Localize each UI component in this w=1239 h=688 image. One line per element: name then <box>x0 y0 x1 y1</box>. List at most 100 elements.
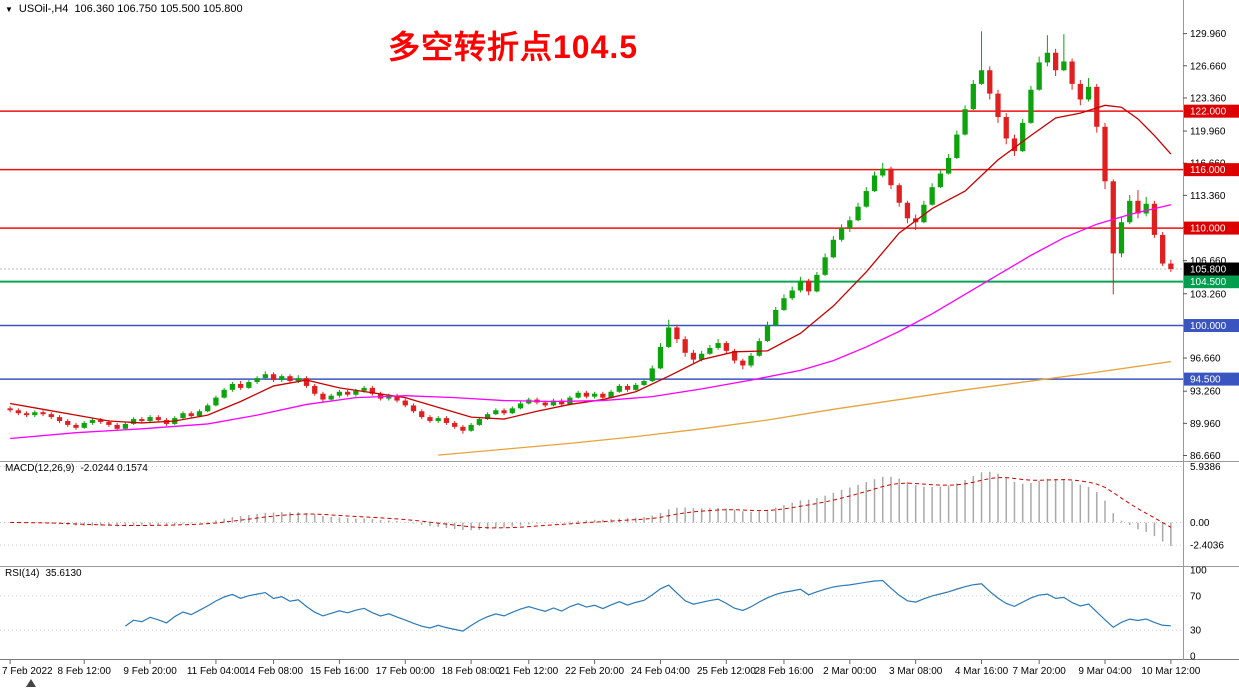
candle-body <box>1143 203 1149 214</box>
candle-body <box>7 408 13 411</box>
candle-body <box>476 419 482 425</box>
candle-body <box>987 70 993 94</box>
candle-body <box>674 327 680 340</box>
candle-body <box>1069 61 1075 84</box>
level-122.000-badge <box>1184 104 1239 118</box>
candle-body <box>1052 52 1059 71</box>
candle-body <box>559 400 565 405</box>
candle-body <box>517 403 524 409</box>
candle-body <box>583 392 590 397</box>
candle-body <box>723 343 729 351</box>
candle-body <box>608 391 614 398</box>
candle-body <box>797 280 804 291</box>
macd-name: MACD(12,26,9) <box>5 463 75 474</box>
candle-body <box>690 352 697 360</box>
candle-body <box>345 391 351 395</box>
candle-body <box>65 421 71 425</box>
candle-body <box>443 418 450 423</box>
price-tick-label: 93.260 <box>1190 387 1221 398</box>
price-tick-label: 86.660 <box>1190 451 1221 462</box>
level-100.000-badge-label: 100.000 <box>1190 321 1227 332</box>
candle-body <box>427 417 433 422</box>
price-tick-label: 113.360 <box>1190 191 1226 202</box>
candle-body <box>139 419 145 422</box>
candle-body <box>888 168 894 186</box>
candle-body <box>180 413 186 419</box>
rsi-panel-label: RSI(14) 35.6130 <box>5 568 82 579</box>
candle-body <box>822 257 828 275</box>
candle-body <box>666 327 672 347</box>
candle-body <box>114 424 120 429</box>
candle-body <box>699 353 705 360</box>
rsi-axis-label: 70 <box>1190 591 1202 602</box>
candle-body <box>130 419 137 424</box>
annotation-text[interactable]: 多空转折点104.5 <box>388 29 639 65</box>
candle-body <box>847 220 853 229</box>
macd-histogram <box>17 471 1172 546</box>
candle-body <box>122 423 129 429</box>
candle-body <box>1085 86 1092 100</box>
time-label: 8 Feb 12:00 <box>58 666 112 677</box>
candle-body <box>830 239 836 258</box>
time-label: 4 Mar 16:00 <box>955 666 1009 677</box>
candle-body <box>353 390 359 395</box>
candle-body <box>509 408 515 414</box>
candle-body <box>205 405 211 412</box>
candle-body <box>978 70 985 84</box>
candle-body <box>56 417 63 422</box>
candle-body <box>995 93 1001 118</box>
collapse-indicator-icon[interactable]: ▼ <box>5 4 13 14</box>
candle-body <box>229 383 236 390</box>
candle-body <box>394 395 400 401</box>
candle-body <box>312 385 318 394</box>
candle-body <box>402 400 408 406</box>
candle-body <box>188 413 194 417</box>
candle-body <box>1110 181 1116 254</box>
candle-body <box>633 384 639 390</box>
price-tick-label: 89.960 <box>1190 419 1221 430</box>
price-tick-label: 106.660 <box>1190 256 1227 267</box>
candle-body <box>1094 86 1100 127</box>
candle-body <box>270 374 277 381</box>
candle-body <box>591 393 598 397</box>
candle-body <box>23 413 30 416</box>
candle-body <box>73 424 79 428</box>
candle-body <box>806 280 812 292</box>
candle-body <box>616 385 622 392</box>
candle-body <box>962 109 968 135</box>
candle-body <box>1061 61 1067 71</box>
price-tick-label: 129.960 <box>1190 29 1227 40</box>
rsi-line <box>125 579 1171 632</box>
ma-line-fast-red <box>10 104 1172 424</box>
level-110.000-badge <box>1184 221 1239 235</box>
time-label: 14 Feb 08:00 <box>244 666 303 677</box>
level-104.500-badge-label: 104.500 <box>1190 277 1227 288</box>
candle-body <box>624 385 631 390</box>
candle-body <box>904 202 911 219</box>
macd-axis-label: -2.4036 <box>1190 541 1224 552</box>
current-price-badge <box>1184 262 1239 276</box>
level-94.500-badge <box>1184 372 1239 386</box>
level-100.000-badge <box>1184 319 1239 333</box>
candle-body <box>781 298 787 310</box>
candle-body <box>789 290 795 299</box>
candle-body <box>213 397 219 406</box>
rsi-axis-label: 30 <box>1190 626 1202 637</box>
candle-body <box>1168 263 1174 270</box>
candle-body <box>501 410 507 414</box>
time-label: 21 Feb 12:00 <box>499 666 558 677</box>
ma-line-mid-magenta <box>10 204 1172 440</box>
candle-body <box>1077 83 1083 100</box>
macd-panel-label: MACD(12,26,9) -2.0244 0.1574 <box>5 463 148 474</box>
time-label: 24 Feb 04:00 <box>631 666 690 677</box>
price-tick-label: 123.360 <box>1190 93 1227 104</box>
candle-body <box>855 206 861 221</box>
macd-axis-label: 5.9386 <box>1190 462 1221 473</box>
candle-body <box>460 426 466 431</box>
candle-body <box>196 411 203 417</box>
level-116.000-badge-label: 116.000 <box>1190 165 1226 176</box>
level-104.500-badge <box>1184 275 1239 289</box>
rsi-value: 35.6130 <box>45 568 82 579</box>
candle-body <box>756 341 762 356</box>
